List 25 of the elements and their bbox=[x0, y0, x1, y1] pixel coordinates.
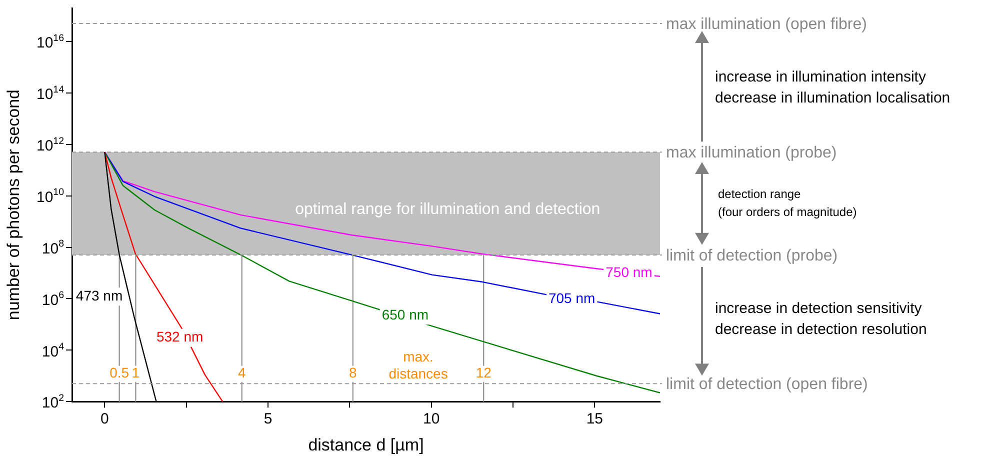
ref-line-label: max illumination (probe) bbox=[666, 144, 837, 162]
band-label: optimal range for illumination and detection bbox=[295, 200, 600, 218]
ref-line-label: 4 bbox=[238, 364, 246, 381]
series-label: 705 nm bbox=[548, 290, 596, 306]
ref-line-label: 0.5 bbox=[110, 364, 130, 381]
ref-line-label: limit of detection (open fibre) bbox=[666, 376, 868, 394]
ref-line-label: 8 bbox=[349, 364, 358, 381]
x-axis-title: distance d [µm] bbox=[308, 435, 424, 454]
ref-line-label: 1 bbox=[132, 364, 140, 381]
y-axis-title: number of photons per second bbox=[4, 89, 23, 320]
ref-line-label: max illumination (open fibre) bbox=[666, 16, 867, 33]
series-label: 473 nm bbox=[76, 288, 123, 304]
series-label: 532 nm bbox=[156, 328, 204, 345]
text: increase in detection sensitivity decrease in detection resolution bbox=[715, 300, 927, 338]
annotation: max. distances bbox=[388, 348, 448, 382]
series-label: 650 nm bbox=[382, 306, 429, 322]
x-tick-label: 10 bbox=[422, 410, 440, 428]
text: increase in illumination intensity decrease in illumination localisation bbox=[715, 68, 950, 106]
text: detection range (four orders of magnitude) bbox=[718, 186, 857, 219]
ref-line-label: 12 bbox=[476, 364, 492, 381]
series-label: 750 nm bbox=[606, 264, 652, 280]
x-tick-label: 0 bbox=[100, 410, 109, 428]
x-tick-label: 15 bbox=[586, 410, 604, 428]
ref-line-label: limit of detection (probe) bbox=[666, 247, 838, 264]
x-tick-label: 5 bbox=[264, 410, 272, 428]
